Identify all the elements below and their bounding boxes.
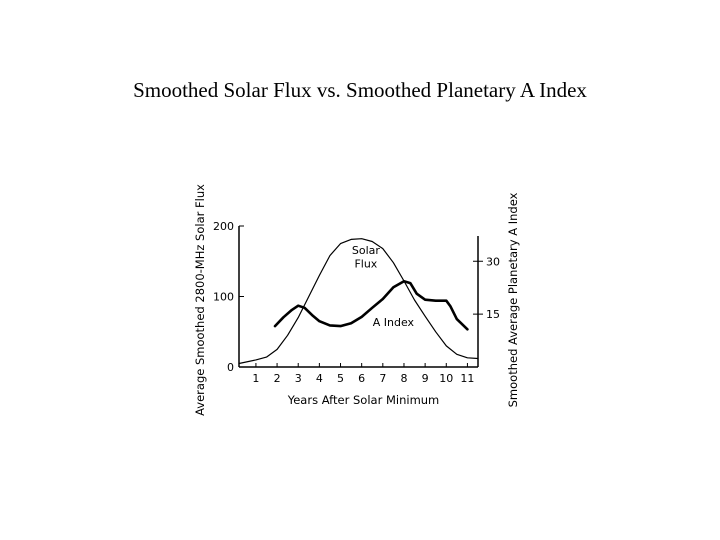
y-axis-right-title: Smoothed Average Planetary A Index xyxy=(506,192,520,407)
x-tick-label: 3 xyxy=(295,372,302,385)
y-axis-left-title: Average Smoothed 2800-MHz Solar Flux xyxy=(193,184,207,416)
x-tick-label: 5 xyxy=(337,372,344,385)
x-tick-label: 10 xyxy=(439,372,453,385)
x-tick-label: 11 xyxy=(460,372,474,385)
chart-annotation: A Index xyxy=(373,316,415,329)
x-tick-label: 1 xyxy=(252,372,259,385)
y-left-tick-label: 200 xyxy=(213,220,234,233)
series-line-solar-flux xyxy=(238,238,479,365)
y-right-tick-label: 15 xyxy=(486,308,500,321)
y-left-tick-label: 0 xyxy=(227,361,234,374)
page-title: Smoothed Solar Flux vs. Smoothed Planeta… xyxy=(133,78,587,102)
x-axis-title: Years After Solar Minimum xyxy=(287,393,440,407)
x-tick-label: 6 xyxy=(358,372,365,385)
y-right-tick-label: 30 xyxy=(486,255,500,268)
x-tick-label: 2 xyxy=(274,372,281,385)
x-tick-label: 9 xyxy=(422,372,429,385)
chart-annotation: Flux xyxy=(354,258,377,271)
series-line-a-index xyxy=(273,279,469,331)
x-tick-label: 7 xyxy=(379,372,386,385)
x-tick-label: 4 xyxy=(316,372,323,385)
chart-annotation: Solar xyxy=(352,244,381,257)
x-tick-label: 8 xyxy=(400,372,407,385)
y-left-tick-label: 100 xyxy=(213,291,234,304)
